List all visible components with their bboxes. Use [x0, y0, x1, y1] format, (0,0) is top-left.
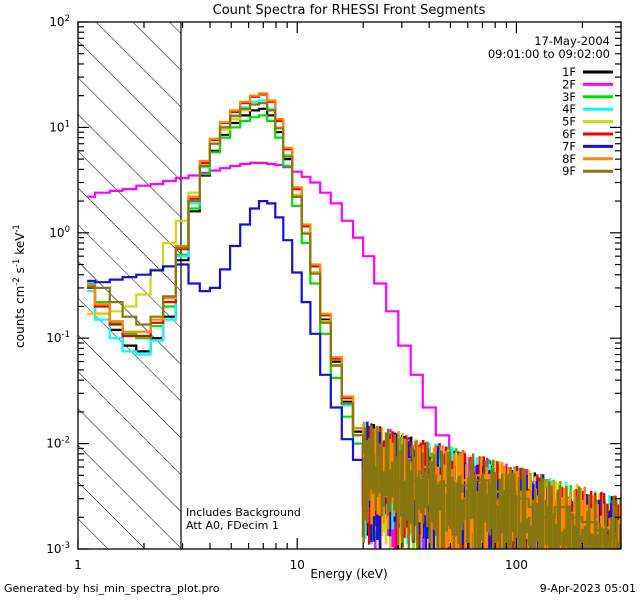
legend-label-8f: 8F — [562, 152, 576, 166]
y-tick-label: 10-1 — [46, 330, 70, 345]
legend-label-3f: 3F — [562, 90, 576, 104]
y-axis-ticks: 102 101 100 10-1 10-2 10-3 — [46, 14, 621, 556]
legend-label-2f: 2F — [562, 77, 576, 91]
spectra-curves — [87, 92, 621, 549]
x-axis-label: Energy (keV) — [310, 567, 387, 581]
y-tick-label: 10-3 — [46, 541, 70, 556]
y-tick-label: 10-2 — [46, 436, 70, 451]
legend-label-9f: 9F — [562, 164, 576, 178]
plot-frame — [77, 21, 622, 550]
legend-label-5f: 5F — [562, 115, 576, 129]
y-axis-label: counts cm-2 s-1 keV-1 — [12, 224, 27, 348]
y-tick-label: 101 — [49, 119, 70, 134]
legend-label-1f: 1F — [562, 65, 576, 79]
legend-label-6f: 6F — [562, 127, 576, 141]
observation-date: 17-May-2004 — [534, 34, 610, 48]
note-attenuator-state: Att A0, FDecim 1 — [186, 519, 279, 532]
note-includes-background: Includes Background — [186, 506, 301, 519]
y-tick-label: 102 — [49, 14, 70, 29]
y-tick-label: 100 — [49, 225, 70, 240]
x-tick-label: 10 — [290, 558, 305, 572]
footer-generator: Generated by hsi_min_spectra_plot.pro — [4, 582, 220, 595]
legend-label-7f: 7F — [562, 139, 576, 153]
x-tick-label: 1 — [74, 558, 82, 572]
page-title: Count Spectra for RHESSI Front Segments — [213, 3, 486, 18]
x-axis-ticks: 1 10 100 — [74, 22, 622, 572]
legend-label-4f: 4F — [562, 102, 576, 116]
observation-time-range: 09:01:00 to 09:02:00 — [488, 47, 610, 61]
footer-timestamp: 9-Apr-2023 05:01 — [540, 582, 636, 595]
x-tick-label: 100 — [505, 558, 528, 572]
svg-text:counts cm-2 s-1 keV-1: counts cm-2 s-1 keV-1 — [12, 224, 27, 348]
